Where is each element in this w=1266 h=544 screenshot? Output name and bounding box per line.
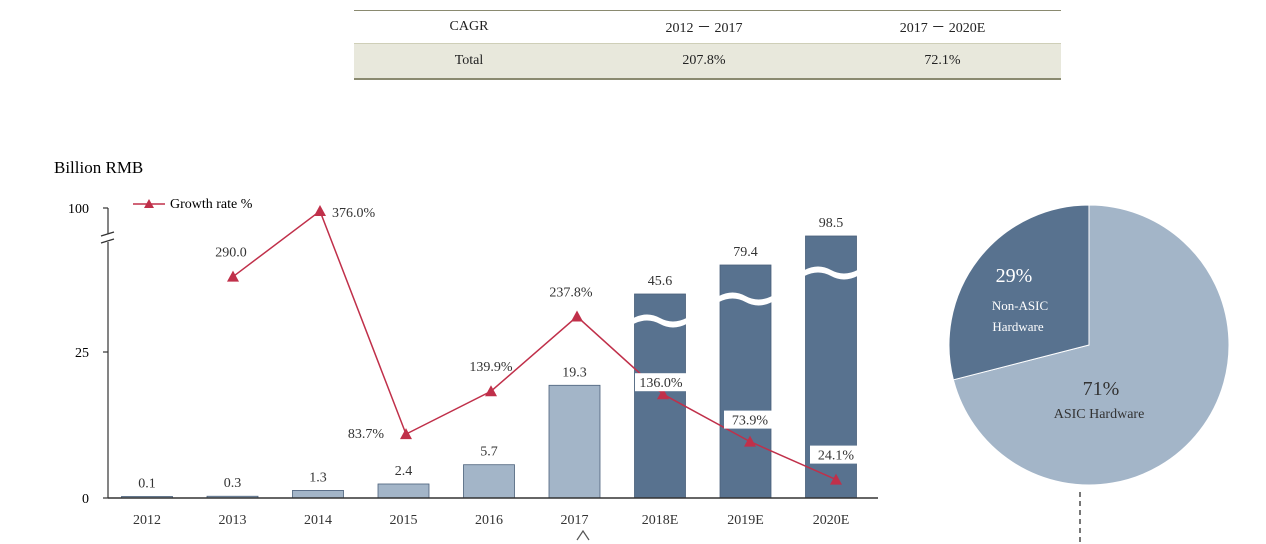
x-tick-label: 2019E: [727, 513, 764, 528]
growth-line-layer: 290.0 376.0% 83.7% 139.9% 237.8% 136.0% 73.9% 2…: [215, 205, 862, 485]
bar-value-label: 0.1: [138, 477, 156, 492]
growth-label: 237.8%: [549, 286, 593, 301]
growth-label: 24.1%: [818, 449, 855, 464]
pie-pct-label: 29%: [996, 265, 1033, 287]
growth-marker: [400, 428, 412, 440]
growth-marker: [571, 310, 583, 322]
growth-marker: [485, 385, 497, 397]
x-tick-label: 2013: [219, 513, 247, 528]
arrow-up-icon: [576, 529, 590, 541]
pie-slice: [952, 204, 1230, 486]
y-tick-label: 25: [75, 346, 89, 361]
growth-label: 376.0%: [332, 206, 376, 221]
y-tick-label: 0: [82, 492, 89, 507]
axis-break-gap: [101, 234, 115, 242]
legend-triangle-icon: [144, 199, 154, 208]
growth-label: 73.9%: [732, 414, 769, 429]
axis-layer: Billion RMB 100 25 0 2012 2013 2014 2015 201…: [54, 158, 878, 541]
bar-break-mark: [633, 314, 687, 328]
bar-break-mark: [804, 266, 858, 280]
growth-label: 136.0%: [639, 376, 683, 391]
bar-value-label: 2.4: [395, 464, 413, 479]
growth-label-bg: [724, 410, 776, 429]
legend-label: Growth rate %: [170, 197, 253, 212]
pie-labels: 29% Non-ASIC Hardware 71% ASIC Hardware: [992, 265, 1144, 422]
pie-slice-label: ASIC Hardware: [1054, 407, 1145, 422]
axis-break-mark: [100, 231, 115, 237]
pie-slice: [948, 204, 1090, 381]
x-tick-label: 2017: [561, 513, 589, 528]
bar: [719, 264, 772, 499]
y-tick-label: 100: [68, 202, 89, 217]
bar: [548, 384, 601, 499]
bar-value-label: 19.3: [562, 365, 587, 380]
x-tick-label: 2018E: [642, 513, 679, 528]
legend: Growth rate %: [133, 197, 253, 212]
y-axis-title: Billion RMB: [54, 158, 143, 177]
growth-label: 290.0: [215, 246, 247, 261]
cagr-cell: Total: [354, 43, 584, 80]
growth-marker: [657, 388, 669, 400]
growth-label-bg: [635, 373, 687, 392]
cagr-header-row: CAGR 2012 － 2017 2017 － 2020E: [354, 10, 1061, 44]
pie-pct-label: 71%: [1083, 378, 1120, 400]
pie-chart: [948, 204, 1230, 544]
bar: [377, 483, 430, 499]
bar-value-label: 1.3: [309, 470, 327, 485]
pie-slice-label: Non-ASIC: [992, 298, 1048, 313]
cagr-header-cell: 2017 － 2020E: [824, 10, 1061, 44]
x-tick-label: 2016: [475, 513, 503, 528]
bar-value-label: 0.3: [224, 476, 242, 491]
cagr-cell: 207.8%: [584, 43, 824, 80]
bar: [463, 464, 515, 499]
bar-value-label: 79.4: [733, 245, 758, 260]
pie-slice-label: Hardware: [992, 319, 1043, 334]
bar-value-label: 98.5: [819, 216, 844, 231]
axis-break-mark: [100, 238, 115, 244]
bar-break-mark: [719, 292, 772, 306]
bar-value-label: 45.6: [648, 274, 673, 289]
cagr-cell: 72.1%: [824, 43, 1061, 80]
x-tick-label: 2020E: [813, 513, 850, 528]
x-tick-label: 2014: [304, 513, 332, 528]
cagr-header-cell: CAGR: [354, 10, 584, 44]
cagr-data-row: Total 207.8% 72.1%: [354, 43, 1061, 80]
x-tick-label: 2015: [390, 513, 418, 528]
cagr-table: CAGR 2012 － 2017 2017 － 2020E Total 207.…: [354, 10, 1061, 80]
growth-label: 83.7%: [348, 427, 385, 442]
bar-value-label: 5.7: [480, 445, 498, 460]
growth-label-bg: [810, 445, 862, 464]
growth-label: 139.9%: [469, 360, 513, 375]
growth-marker: [227, 270, 239, 282]
growth-marker: [744, 435, 756, 447]
growth-marker: [830, 473, 842, 485]
x-tick-label: 2012: [133, 513, 161, 528]
growth-line: [232, 209, 837, 481]
growth-marker: [314, 205, 326, 217]
cagr-header-cell: 2012 － 2017: [584, 10, 824, 44]
bar: [292, 490, 344, 499]
